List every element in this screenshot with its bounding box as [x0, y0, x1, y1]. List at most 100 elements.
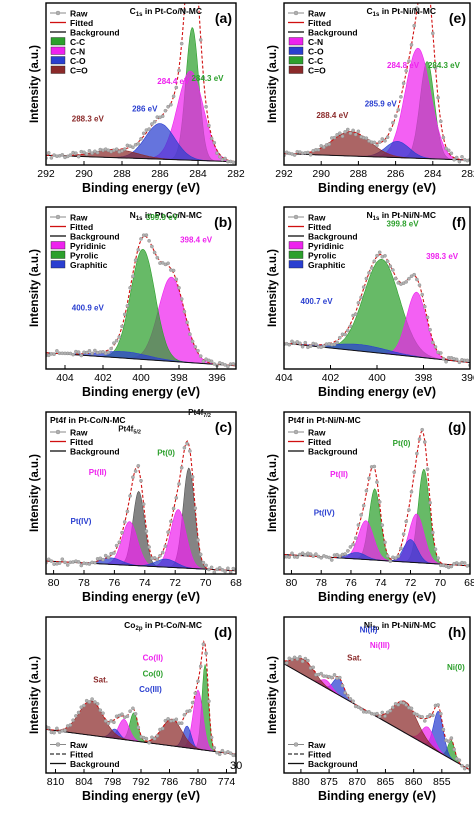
raw-point	[383, 540, 387, 545]
x-tick-label: 78	[315, 577, 327, 589]
raw-point	[152, 556, 157, 560]
x-tick-label: 68	[230, 577, 242, 589]
legend-label: Fitted	[70, 437, 93, 447]
raw-point	[430, 530, 435, 535]
raw-point	[174, 85, 179, 90]
background-line	[46, 352, 236, 367]
raw-point	[343, 130, 347, 134]
x-tick-label: 400	[132, 372, 150, 384]
raw-point	[420, 292, 425, 297]
xps-panel: 404 402 400 398 396 Binding energy (eV) Intens…	[267, 206, 474, 399]
raw-point	[169, 519, 173, 524]
raw-point	[141, 131, 146, 136]
raw-point	[372, 140, 377, 145]
raw-point	[385, 554, 390, 558]
raw-point	[76, 710, 81, 715]
peak-annotation: Pt(II)	[89, 468, 107, 477]
raw-point	[292, 153, 297, 157]
raw-point	[152, 736, 157, 741]
raw-point	[212, 362, 217, 366]
raw-point	[76, 350, 81, 354]
raw-point	[209, 359, 214, 364]
peak-annotation: 284.4 eV	[157, 77, 190, 86]
raw-point	[114, 338, 119, 343]
legend-swatch	[288, 46, 304, 55]
x-tick-label: 292	[37, 168, 55, 180]
raw-point	[204, 104, 208, 109]
raw-point	[74, 151, 78, 155]
raw-point	[188, 708, 192, 713]
raw-point	[147, 740, 151, 745]
raw-point	[131, 706, 135, 711]
raw-point	[109, 719, 113, 723]
background-line	[284, 342, 470, 364]
raw-point	[63, 560, 67, 565]
panel-letter: (e)	[449, 10, 466, 26]
raw-point	[343, 691, 347, 695]
peak-annotation: 288.4 eV	[316, 111, 349, 120]
raw-point	[171, 268, 176, 273]
legend-label: Raw	[70, 9, 88, 19]
legend-label: Fitted	[308, 750, 331, 760]
panel-letter: (g)	[448, 419, 466, 435]
plot-area	[46, 640, 236, 758]
peak-annotation: Pt4f5/2	[118, 424, 141, 435]
raw-point	[396, 108, 401, 112]
legend-raw-marker	[293, 429, 299, 435]
raw-point	[415, 277, 419, 282]
raw-point	[436, 95, 440, 100]
raw-point	[155, 557, 160, 562]
x-axis-label: Binding energy (eV)	[318, 590, 436, 604]
x-tick-label: 404	[275, 372, 293, 384]
raw-point	[155, 734, 160, 738]
raw-point	[359, 513, 363, 517]
raw-point	[144, 736, 149, 741]
raw-point	[401, 701, 406, 705]
legend-swatch	[288, 250, 304, 259]
raw-point	[204, 651, 208, 656]
fitted-curve	[46, 640, 236, 755]
legend-label: Fitted	[70, 750, 93, 760]
panel-letter: (c)	[215, 419, 232, 435]
legend-label: Fitted	[308, 18, 331, 28]
raw-point	[380, 523, 385, 527]
x-tick-label: 288	[113, 168, 131, 180]
background-line	[284, 663, 470, 771]
raw-point	[60, 557, 65, 562]
peak-annotation: Pt(0)	[157, 449, 175, 458]
x-tick-label: 284	[189, 168, 207, 180]
x-tick-label: 398	[415, 372, 433, 384]
panel-title: Pt4f in Pt-Ni/N-MC	[288, 415, 361, 425]
raw-point	[348, 697, 353, 701]
raw-point	[201, 75, 206, 80]
raw-point	[356, 300, 361, 305]
raw-point	[311, 665, 316, 670]
raw-point	[314, 342, 318, 347]
raw-point	[215, 151, 219, 155]
raw-point	[166, 261, 170, 266]
raw-point	[391, 268, 395, 272]
raw-point	[415, 712, 419, 717]
peak-annotation: Pt(IV)	[71, 517, 92, 526]
raw-point	[171, 506, 176, 511]
legend-swatch	[288, 37, 304, 46]
raw-point	[385, 135, 390, 139]
raw-point	[348, 545, 353, 549]
raw-point	[438, 351, 443, 355]
panel-letter: (a)	[215, 10, 232, 26]
raw-point	[335, 132, 339, 137]
raw-point	[60, 152, 65, 157]
raw-point	[163, 544, 168, 548]
raw-point	[306, 150, 310, 155]
raw-point	[90, 351, 94, 356]
raw-point	[196, 348, 200, 353]
legend-swatch	[50, 56, 66, 65]
raw-point	[364, 136, 369, 140]
raw-point	[82, 150, 86, 155]
raw-point	[351, 542, 355, 547]
legend-label: Background	[308, 28, 358, 38]
legend-swatch	[50, 37, 66, 46]
legend-raw-marker	[55, 214, 61, 220]
legend-swatch	[50, 250, 66, 259]
x-tick-label: 870	[349, 776, 367, 788]
